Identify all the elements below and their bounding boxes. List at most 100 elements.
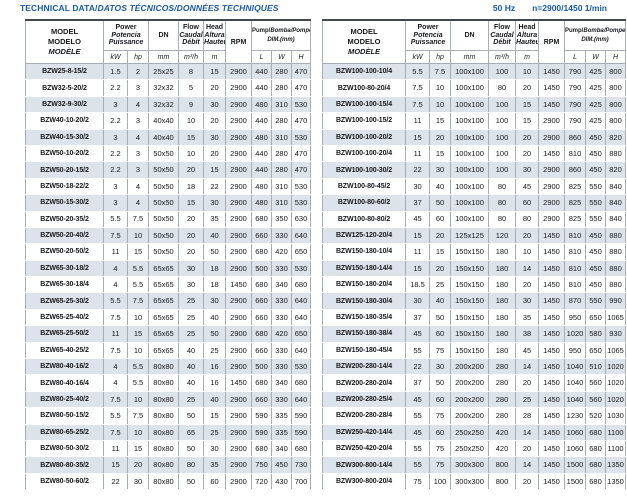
value-cell: 16: [203, 358, 227, 376]
value-cell: 7.5: [126, 407, 150, 425]
value-cell: 50: [428, 308, 452, 327]
value-cell: 470: [291, 62, 312, 81]
value-cell: 480: [251, 128, 273, 146]
value-cell: 5.5: [126, 358, 150, 376]
value-cell: 470: [291, 112, 312, 130]
model-cell: BZW150-180-10/4: [322, 243, 406, 261]
value-cell: 20: [428, 259, 452, 278]
value-cell: 65x65: [148, 276, 180, 294]
value-cell: 790: [564, 79, 587, 97]
value-cell: 280: [488, 390, 517, 409]
value-cell: 40: [428, 177, 452, 196]
value-cell: 20: [515, 374, 540, 392]
value-cell: 1450: [538, 439, 566, 458]
value-cell: 45: [515, 177, 540, 196]
value-cell: 590: [291, 407, 312, 425]
value-cell: 45: [405, 325, 430, 343]
table-row: BZW80-80-35/2 15 20 80x80 80 35 2900 750 450 730: [25, 456, 312, 474]
unit-height: H: [605, 50, 627, 64]
value-cell: 8: [178, 62, 205, 81]
value-cell: 2900: [538, 128, 566, 146]
value-cell: 310: [271, 177, 293, 196]
model-cell: BZW25-8-15/2: [25, 62, 104, 81]
model-cell: BZW150-180-35/4: [322, 308, 406, 327]
model-cell: BZW80-25-40/2: [25, 390, 104, 409]
value-cell: 2900: [225, 243, 253, 261]
value-cell: 80: [488, 194, 517, 212]
value-cell: 310: [271, 128, 293, 146]
value-cell: 75: [428, 341, 452, 360]
value-cell: 660: [251, 292, 273, 310]
value-cell: 680: [585, 456, 607, 474]
value-cell: 75: [428, 456, 452, 474]
value-cell: 20: [203, 144, 227, 163]
model-cell: BZW100-100-30/2: [322, 161, 406, 179]
value-cell: 100x100: [450, 128, 490, 146]
value-cell: 280: [488, 374, 517, 392]
value-cell: 15: [428, 243, 452, 261]
value-cell: 3: [126, 79, 150, 97]
value-cell: 1060: [564, 439, 587, 458]
value-cell: 810: [564, 144, 587, 163]
table-row: BZW50-20-15/2 2.2 3 50x50 20 15 2900 440 280 470: [25, 161, 312, 179]
table-row: BZW125-120-20/4 15 20 125x125 120 20 1450 810 45…: [322, 226, 627, 245]
value-cell: 150x150: [450, 259, 490, 278]
value-cell: 800: [605, 62, 627, 81]
value-cell: 2.2: [103, 112, 128, 130]
value-cell: 650: [291, 325, 312, 343]
value-cell: 2: [126, 62, 150, 81]
value-cell: 650: [291, 243, 312, 261]
speed-value: n=2900/1450 1/min: [532, 3, 607, 13]
table-row: BZW80-25-40/2 7.5 10 80x80 25 40 2900 660 330 640: [25, 390, 312, 409]
col-power: Power Potencia Puissance: [102, 19, 150, 51]
value-cell: 1500: [564, 456, 587, 474]
value-cell: 640: [291, 341, 312, 360]
value-cell: 55: [405, 407, 430, 425]
model-cell: BZW65-25-40/2: [25, 308, 104, 327]
value-cell: 30: [178, 259, 205, 278]
value-cell: 75: [428, 407, 452, 425]
value-cell: 2900: [225, 325, 253, 343]
table-row: BZW80-40-16/4 4 5.5 80x80 40 16 1450 680 340 680: [25, 374, 312, 392]
value-cell: 150x150: [450, 276, 490, 294]
col-dimensions: Pump/Bomba/Pompe DIM.(mm): [251, 19, 312, 51]
value-cell: 3: [126, 112, 150, 130]
value-cell: 11: [103, 243, 128, 261]
value-cell: 20: [178, 210, 205, 228]
value-cell: 280: [271, 144, 293, 163]
value-cell: 1020: [564, 325, 587, 343]
value-cell: 100: [488, 144, 517, 163]
value-cell: 30: [405, 177, 430, 196]
value-cell: 80: [488, 177, 517, 196]
model-cell: BZW65-25-30/2: [25, 292, 104, 310]
value-cell: 420: [488, 439, 517, 458]
value-cell: 470: [291, 79, 312, 97]
value-cell: 1230: [564, 407, 587, 425]
model-cell: BZW200-280-14/4: [322, 358, 406, 376]
model-cell: BZW100-80-20/4: [322, 79, 406, 97]
value-cell: 680: [251, 243, 273, 261]
table-row: BZW100-100-20/2 15 20 100x100 100 20 2900 860 45…: [322, 128, 627, 146]
value-cell: 4: [126, 128, 150, 146]
value-cell: 700: [291, 472, 312, 491]
table-row: BZW65-25-50/2 11 15 65x65 25 50 2900 680 420 650: [25, 325, 312, 343]
value-cell: 50x50: [148, 210, 180, 228]
value-cell: 2.2: [103, 161, 128, 179]
value-cell: 11: [405, 243, 430, 261]
value-cell: 4: [103, 276, 128, 294]
value-cell: 1100: [605, 423, 627, 441]
value-cell: 50x50: [148, 177, 180, 196]
value-cell: 80x80: [148, 390, 180, 409]
value-cell: 25: [515, 390, 540, 409]
value-cell: 25: [203, 423, 227, 441]
value-cell: 16: [203, 374, 227, 392]
value-cell: 30: [126, 472, 150, 491]
value-cell: 650: [585, 308, 607, 327]
value-cell: 680: [291, 276, 312, 294]
value-cell: 800: [605, 79, 627, 97]
value-cell: 3: [126, 144, 150, 163]
value-cell: 38: [515, 325, 540, 343]
value-cell: 530: [291, 358, 312, 376]
col-dn: DN: [148, 19, 180, 51]
value-cell: 100x100: [450, 95, 490, 114]
